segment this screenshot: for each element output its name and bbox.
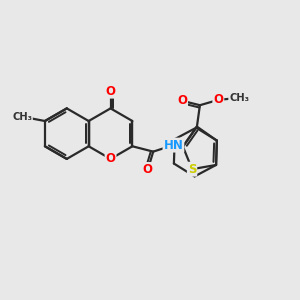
- Text: CH₃: CH₃: [12, 112, 32, 122]
- Text: O: O: [143, 163, 153, 176]
- Text: S: S: [188, 163, 196, 176]
- Text: O: O: [106, 152, 116, 165]
- Text: O: O: [177, 94, 187, 107]
- Text: CH₃: CH₃: [229, 93, 249, 103]
- Text: HN: HN: [164, 139, 183, 152]
- Text: O: O: [213, 93, 223, 106]
- Text: O: O: [106, 85, 116, 98]
